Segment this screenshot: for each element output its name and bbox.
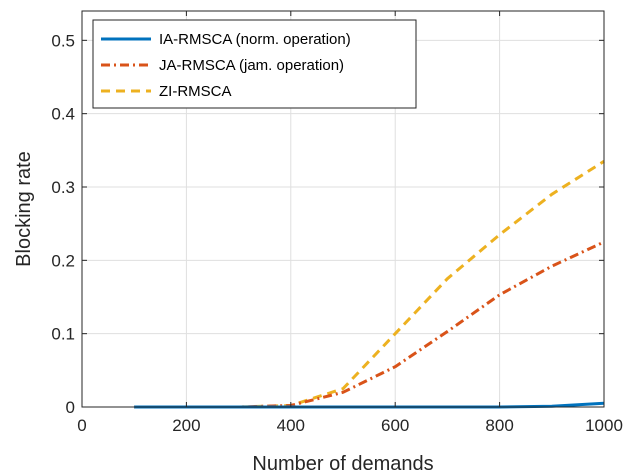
series-lines (134, 160, 605, 409)
x-tick-label: 200 (172, 416, 200, 435)
legend-label: JA-RMSCA (jam. operation) (159, 57, 344, 74)
x-tick-label: 1000 (585, 416, 623, 435)
x-tick-label: 400 (277, 416, 305, 435)
x-tick-label: 0 (77, 416, 86, 435)
axis-ticks (81, 11, 605, 408)
x-tick-label: 600 (381, 416, 409, 435)
y-tick-label: 0.1 (51, 325, 75, 344)
y-tick-label: 0.2 (51, 251, 75, 270)
x-axis-label: Number of demands (252, 453, 433, 475)
series-line-ia-rmsca (134, 401, 605, 409)
y-axis-label: Blocking rate (13, 151, 35, 267)
legend-label: IA-RMSCA (norm. operation) (159, 31, 351, 48)
legend: IA-RMSCA (norm. operation) JA-RMSCA (jam.… (92, 19, 417, 109)
series-line-zi-rmsca (134, 160, 605, 409)
y-tick-label: 0.4 (51, 105, 75, 124)
x-tick-label: 800 (485, 416, 513, 435)
plot-frame (81, 10, 605, 408)
tick-labels: 0 200 400 600 800 1000 0 0.1 0.2 0.3 0.4 0.5 (51, 31, 623, 435)
y-tick-label: 0.5 (51, 31, 75, 50)
series-line-ja-rmsca (134, 240, 605, 409)
legend-label: ZI-RMSCA (159, 83, 232, 100)
y-tick-label: 0 (66, 398, 75, 417)
y-tick-label: 0.3 (51, 178, 75, 197)
